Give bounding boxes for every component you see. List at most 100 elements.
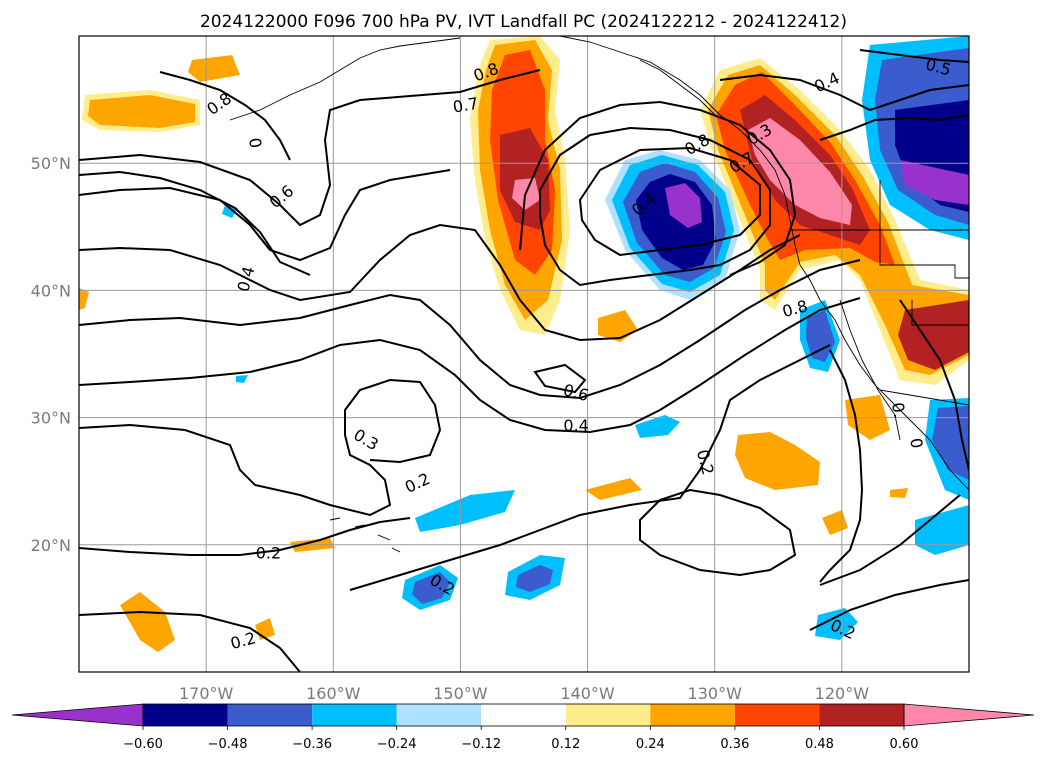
ivt-patch-negative-small-1 (635, 415, 680, 438)
border-states (879, 180, 969, 326)
ivt-peak-positive-west-coast (748, 118, 852, 225)
pv-contour-line (79, 610, 301, 672)
chart-title: 2024122000 F096 700 hPa PV, IVT Landfall… (200, 12, 847, 32)
coastline-alaska-peninsula (229, 37, 461, 121)
pv-contour-line (79, 223, 801, 342)
pv-contour-line (899, 299, 969, 471)
ivt-patch-positive-west-edge (79, 288, 89, 310)
axis-ticks: 170°W 160°W 150°W 140°W 130°W 120°W 20°N 30°N 40… (31, 154, 870, 703)
pv-contour-line (79, 170, 311, 276)
contour-labels: 0.80.70.800.60.40.40.50.30.80.70.40.80.6… (203, 55, 953, 654)
pv-contour-line (859, 49, 969, 63)
colorbar-tick-label: −0.12 (461, 737, 501, 752)
colorbar-tick-label: 0.24 (636, 737, 665, 752)
colorbar-tick-label: −0.24 (377, 737, 417, 752)
pv-contour-line (79, 378, 442, 517)
ivt-patch-negative-south-1-blue (412, 572, 450, 604)
ivt-patch-negative-california-blue (806, 310, 835, 362)
contour-label-text: 0 (906, 436, 926, 449)
map-frame (78, 35, 970, 673)
colorbar-box (565, 704, 651, 726)
contour-label: 0.2 (256, 543, 281, 562)
pv-contour-line (79, 69, 541, 227)
colorbar-box (396, 704, 482, 726)
x-tick-label: 130°W (688, 684, 743, 703)
ivt-core-positive-mexico (898, 300, 969, 370)
colorbar-tick-label: −0.48 (208, 737, 248, 752)
contour-label: 0.4 (563, 416, 588, 435)
y-tick-label: 40°N (31, 281, 71, 300)
pv-contour-line (719, 73, 969, 112)
x-tick-label: 170°W (179, 684, 234, 703)
map-panel: 0.80.70.800.60.40.40.50.30.80.70.40.80.6… (78, 35, 970, 673)
x-tick-label: 140°W (560, 684, 615, 703)
ivt-patch-negative-hawaii-east (415, 490, 515, 532)
colorbar-tick-label: 0.60 (890, 737, 919, 752)
x-tick-label: 160°W (306, 684, 361, 703)
colorbar-tick-label: −0.60 (123, 737, 163, 752)
pv-contour-line (79, 297, 861, 434)
x-tick-label: 150°W (433, 684, 488, 703)
pv-contour-line (79, 517, 411, 556)
colorbar-box (312, 704, 397, 726)
pv-contour-line (639, 488, 797, 577)
contour-label-text: 0.7 (451, 94, 479, 117)
pv-contour-line (819, 349, 864, 583)
pv-contour-line (819, 114, 969, 141)
ivt-patch-positive-aleutian (188, 55, 240, 82)
colorbar-box (481, 704, 566, 726)
colorbar: −0.60 −0.48 −0.36 −0.24 −0.12 0.12 0.24 0.36 0.4… (11, 703, 1035, 752)
pv-contours (79, 49, 969, 672)
pv-contour-line (533, 363, 587, 394)
y-tick-label: 50°N (31, 154, 71, 173)
colorbar-box (227, 704, 313, 726)
colorbar-tick-label: 0.48 (805, 737, 834, 752)
pv-contour-line (79, 169, 451, 262)
colorbar-tick-label: −0.36 (292, 737, 332, 752)
pv-contour-line (519, 100, 797, 276)
contour-label: 0. (888, 401, 909, 419)
colorbar-box (143, 704, 228, 726)
border-us-mexico (879, 389, 969, 406)
ivt-peak-negative-northwest-canada (900, 160, 969, 205)
contour-label: 0 (906, 436, 926, 449)
colorbar-box (650, 704, 735, 726)
ivt-patch-positive-small-6 (890, 488, 908, 498)
ivt-patch-negative-southeast-edge (915, 505, 969, 555)
ivt-patch-negative-small-4 (236, 375, 248, 383)
colorbar-box (819, 704, 904, 726)
ivt-patch-positive-alaska-west-orange (88, 95, 195, 128)
coastline-canada-islands (639, 59, 716, 116)
contour-label: 0 (245, 136, 265, 149)
contour-label-text: 0.2 (256, 543, 281, 562)
ivt-patch-negative-small-2 (815, 608, 858, 640)
contour-label-text: 0 (245, 136, 265, 149)
coastline-baja (839, 299, 901, 441)
colorbar-box (734, 704, 820, 726)
x-tick-label: 120°W (815, 684, 870, 703)
coastlines (229, 36, 969, 553)
colorbar-tick-label: 0.12 (551, 737, 580, 752)
ivt-peak-negative-northeast-pacific (665, 183, 702, 228)
ivt-patch-positive-small-4 (585, 478, 642, 500)
contour-label-text: 0.4 (563, 416, 588, 435)
colorbar-tick-label: 0.36 (720, 737, 749, 752)
pv-contour-line (159, 71, 291, 161)
ivt-patch-positive-subtropics (735, 432, 820, 490)
y-tick-label: 30°N (31, 409, 71, 428)
colorbar-extend-low (11, 703, 144, 727)
pv-contour-line (578, 146, 761, 257)
coastline-gulf-of-alaska (559, 36, 969, 491)
pv-contour-line (349, 344, 831, 591)
ivt-patch-negative-south-2-blue (516, 565, 553, 592)
y-tick-label: 20°N (31, 536, 71, 555)
gridlines (79, 36, 969, 672)
colorbar-frame (142, 703, 905, 727)
pv-contour-line (79, 259, 861, 400)
contour-label-text: 0. (888, 401, 909, 419)
contour-label: 0.7 (451, 94, 479, 117)
hawaii-islands (329, 517, 401, 553)
pv-contour-line (819, 494, 961, 586)
ivt-patch-positive-dateline-south (120, 592, 175, 652)
